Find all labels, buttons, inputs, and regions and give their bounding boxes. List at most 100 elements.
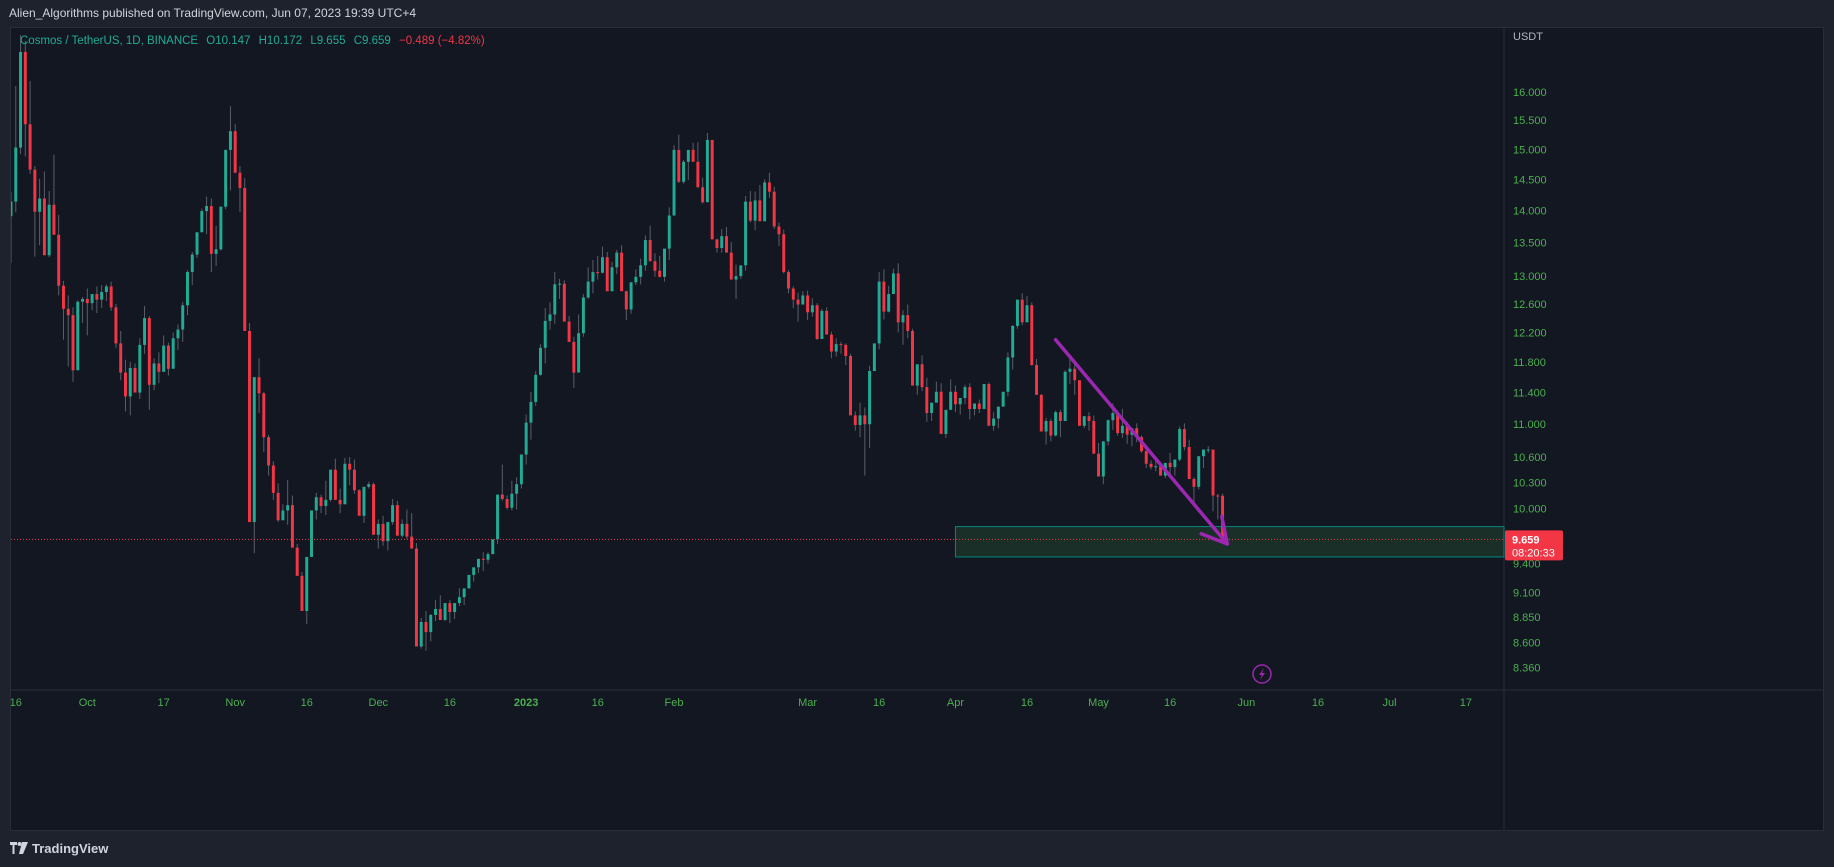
candle (648, 225, 652, 262)
candle (357, 489, 361, 516)
candle-body (300, 575, 304, 611)
candle-body (782, 234, 786, 273)
candle-body (958, 398, 962, 405)
candle-body (963, 387, 967, 399)
candle (1120, 409, 1124, 439)
candle (486, 552, 490, 564)
candle (333, 458, 337, 500)
candle-body (1111, 412, 1115, 421)
candle (109, 281, 113, 311)
candle (777, 222, 781, 246)
candle-body (319, 497, 323, 507)
price-chart[interactable]: USDT 16.000 15.500 15.000 14.500 14.000 13.500… (11, 28, 1823, 830)
candle (343, 457, 347, 505)
candle (911, 328, 915, 386)
candle-body (209, 206, 213, 254)
candle-body (629, 282, 633, 310)
candle-body (90, 294, 94, 304)
candle-body (1015, 299, 1019, 326)
candle (558, 278, 562, 299)
candle-body (71, 315, 75, 371)
candle-body (1202, 449, 1205, 457)
candle-body (801, 295, 805, 305)
candle (1101, 441, 1105, 485)
candle (257, 358, 261, 413)
candle (1063, 370, 1067, 421)
candle (753, 191, 757, 231)
candle-body (1182, 429, 1186, 448)
candle (1006, 352, 1010, 397)
candle (1097, 442, 1101, 477)
candle (872, 343, 876, 372)
candle (710, 139, 714, 240)
candle (1206, 446, 1210, 453)
candle-body (119, 343, 123, 373)
time-tick-label: 2023 (514, 697, 538, 709)
candle (739, 265, 743, 279)
candle-body (1101, 441, 1105, 477)
ohlc-change: −0.489 (−4.82%) (399, 35, 485, 47)
candle (877, 272, 881, 350)
time-axis[interactable]: 16 Oct 17 Nov 16 Dec 16 2023 16 Feb Mar 16 Apr 16 May 1… (11, 697, 1472, 709)
lightning-icon[interactable] (1252, 664, 1272, 684)
lightning-icon-bolt (1259, 668, 1265, 680)
ohlc-high: H10.172 (258, 35, 303, 47)
candle-body (672, 149, 676, 216)
candle-body (705, 139, 709, 203)
price-axis[interactable]: USDT 16.000 15.500 15.000 14.500 14.000 13.500… (1513, 31, 1547, 674)
candle-body (23, 52, 27, 125)
candle (953, 385, 957, 413)
candle (858, 402, 862, 438)
candle-body (882, 281, 886, 312)
candle-body (486, 554, 490, 560)
candle-body (653, 261, 657, 271)
candle-body (658, 270, 662, 277)
chart-area[interactable]: USDT 16.000 15.500 15.000 14.500 14.000 13.500… (10, 27, 1824, 831)
candle-body (391, 505, 395, 523)
candle (476, 558, 480, 574)
candle (462, 588, 466, 606)
candle-body (505, 498, 509, 508)
candle (424, 610, 428, 651)
candle (181, 301, 185, 342)
candle-body (686, 149, 690, 162)
price-tick-label: 9.400 (1513, 559, 1541, 571)
candle (825, 307, 829, 335)
tradingview-logo-icon[interactable] (10, 842, 28, 854)
candle (534, 371, 538, 406)
candle (443, 603, 447, 621)
candle (629, 282, 633, 314)
candle (1211, 449, 1215, 512)
candle-body (42, 198, 46, 256)
candle-body (925, 387, 929, 413)
candle (853, 411, 857, 431)
candle (725, 227, 728, 253)
candle (152, 358, 156, 391)
candle (338, 488, 342, 514)
candle (28, 81, 32, 174)
candle-body (1054, 412, 1058, 436)
candle (572, 336, 576, 388)
candle-body (176, 329, 180, 339)
tradingview-brand[interactable]: TradingView (32, 841, 109, 856)
candle-body (133, 368, 137, 393)
time-tick-label: 17 (1460, 697, 1472, 709)
price-tick-label: 11.400 (1513, 388, 1546, 400)
candle (849, 353, 852, 416)
candle (586, 267, 590, 299)
candle-body (844, 344, 848, 356)
candle-body (834, 344, 838, 352)
candle (314, 492, 318, 520)
candle-body (758, 200, 762, 222)
candle (23, 40, 27, 157)
candle (639, 258, 643, 285)
candle-body (1178, 429, 1182, 460)
support-zone (954, 526, 1505, 558)
candle-body (1116, 412, 1120, 434)
candle (701, 177, 705, 204)
candle (19, 35, 23, 155)
candle (1035, 358, 1039, 395)
candle (190, 251, 194, 286)
candle (1202, 449, 1205, 468)
candle (271, 461, 275, 500)
